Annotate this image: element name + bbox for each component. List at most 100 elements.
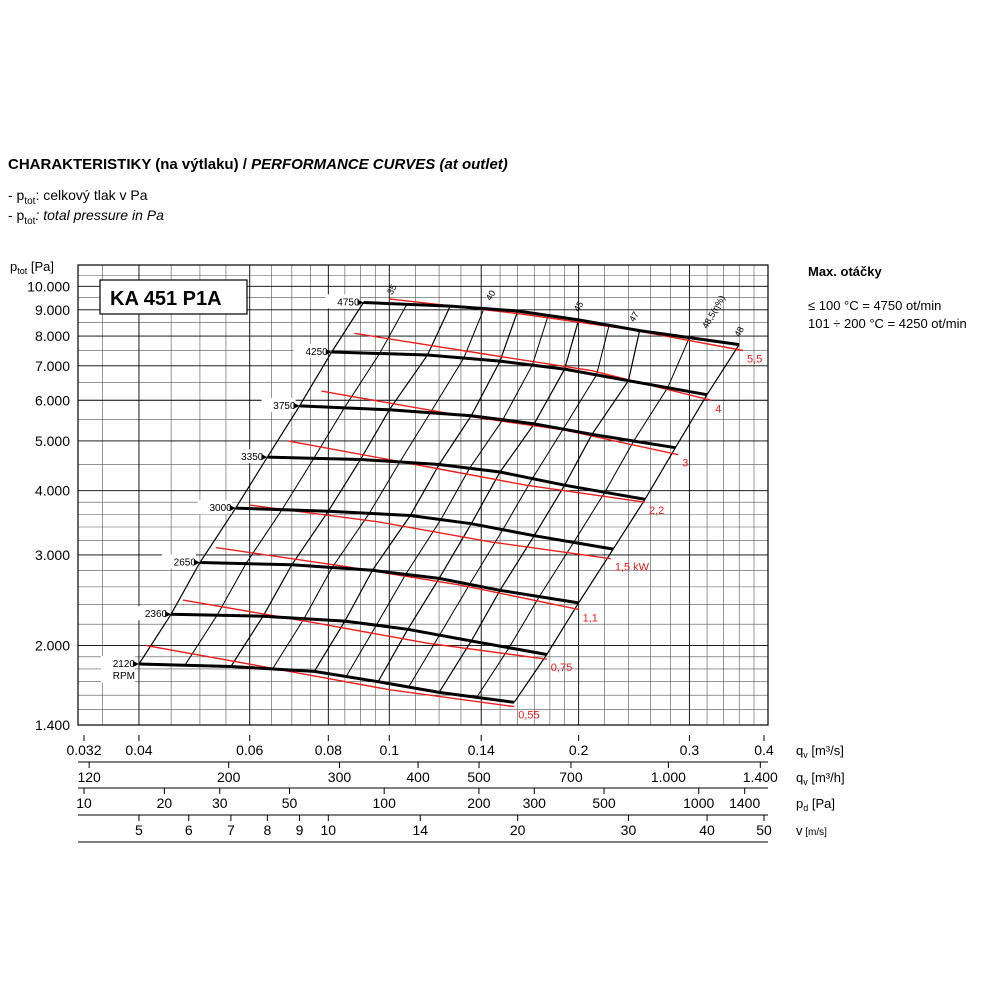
scale-tick-label: 200	[467, 795, 491, 811]
power-curve	[321, 390, 679, 456]
rpm-label: 2360	[145, 609, 168, 620]
scale-tick-label: 100	[373, 795, 397, 811]
rpm-arrow	[261, 454, 268, 461]
rpm-arrow	[293, 402, 300, 409]
scale-tick-label: 0.032	[66, 742, 101, 758]
power-label: 2,2	[649, 505, 664, 517]
scale-tick-label: 1400	[729, 795, 760, 811]
rpm-label: 2650	[174, 557, 197, 568]
rpm-label-unit: RPM	[113, 671, 135, 682]
scale-tick-label: 500	[592, 795, 616, 811]
rpm-arrow	[132, 661, 139, 668]
power-label: 3	[682, 458, 688, 470]
rpm-arrow	[357, 299, 364, 306]
efficiency-label: 40	[484, 289, 498, 303]
power-label: 0,75	[551, 662, 572, 674]
efficiency-label: 45	[572, 300, 586, 314]
chart-title-en: PERFORMANCE CURVES (at outlet)	[251, 156, 508, 173]
power-label: 4	[715, 403, 721, 415]
rpm-label: 4250	[305, 347, 328, 358]
rpm-curve	[138, 662, 515, 704]
legend-en-prefix: - p	[8, 207, 25, 223]
efficiency-line	[513, 344, 740, 703]
power-curve	[354, 332, 712, 401]
scale-tick-label: 0.06	[236, 742, 263, 758]
legend-cz-sub: tot	[24, 195, 36, 207]
efficiency-line	[272, 308, 485, 670]
efficiency-line	[345, 315, 549, 677]
scale-tick-label: 1.400	[743, 769, 778, 785]
power-label: 0,55	[518, 710, 539, 722]
scale-tick-label: 50	[756, 822, 772, 838]
scale-tick-label: 30	[621, 822, 637, 838]
scale-axis-label: pd [Pa]	[796, 796, 835, 813]
rpm-arrow	[165, 611, 172, 618]
scale-tick-label: 300	[328, 769, 352, 785]
scale-tick-label: 0.04	[125, 742, 152, 758]
efficiency-line	[377, 319, 580, 682]
scale-tick-label: 14	[412, 822, 428, 838]
y-tick-label: 7.000	[35, 358, 70, 374]
scale-tick-label: 7	[227, 822, 235, 838]
scale-tick-label: 0.1	[380, 742, 400, 758]
scale-tick-label: 10	[76, 795, 92, 811]
scale-tick-label: 0.2	[569, 742, 589, 758]
scale-tick-label: 9	[296, 822, 304, 838]
scale-axis-label: qv [m³/h]	[796, 770, 845, 787]
power-label: 1,1	[583, 612, 598, 624]
rpm-label: 3350	[241, 452, 264, 463]
max-speed-line1: ≤ 100 °C = 4750 ot/min	[808, 298, 942, 313]
scale-tick-label: 1.000	[651, 769, 686, 785]
scale-axis-label: v [m/s]	[796, 823, 827, 838]
rpm-label: 2120	[113, 659, 136, 670]
max-speed-line2: 101 ÷ 200 °C = 4250 ot/min	[808, 316, 967, 331]
efficiency-label: 35	[385, 283, 399, 297]
rpm-label-bg	[325, 294, 360, 309]
rpm-label-bg	[197, 500, 232, 515]
scale-tick-label: 30	[212, 795, 228, 811]
legend-en-sub: tot	[24, 215, 36, 227]
rpm-curve	[267, 455, 646, 501]
scale-tick-label: 0.08	[315, 742, 342, 758]
y-tick-label: 10.000	[27, 278, 70, 294]
model-box	[99, 279, 248, 315]
power-label: 1,5 kW	[615, 562, 650, 574]
scale-tick-label: 400	[406, 769, 430, 785]
legend-en-text: : total pressure in Pa	[35, 207, 164, 223]
rpm-label-bg	[161, 554, 196, 569]
rpm-arrow	[325, 348, 332, 355]
scale-tick-label: 0.4	[754, 742, 774, 758]
scale-tick-label: 0.3	[680, 742, 700, 758]
scale-tick-label: 20	[157, 795, 173, 811]
rpm-curve	[299, 404, 676, 450]
efficiency-line	[138, 302, 365, 665]
efficiency-line	[230, 305, 451, 667]
scale-tick-label: 300	[523, 795, 547, 811]
scale-tick-label: 200	[217, 769, 241, 785]
efficiency-line	[313, 310, 519, 672]
power-curve	[182, 599, 547, 660]
power-curve	[215, 546, 579, 611]
legend-en: - ptot: total pressure in Pa	[8, 207, 164, 227]
rpm-label-bg	[261, 397, 296, 412]
y-tick-label: 4.000	[35, 483, 70, 499]
scale-tick-label: 6	[185, 822, 193, 838]
rpm-label: 3750	[273, 401, 296, 412]
y-tick-label: 6.000	[35, 392, 70, 408]
efficiency-label: 48	[732, 325, 746, 339]
y-tick-label: 5.000	[35, 433, 70, 449]
scale-tick-label: 1000	[683, 795, 714, 811]
rpm-curve	[171, 612, 548, 656]
legend-cz: - ptot: celkový tlak v Pa	[8, 187, 148, 207]
rpm-curve	[363, 301, 740, 347]
efficiency-label: 48,5(η%)	[700, 294, 727, 331]
scale-tick-label: 700	[559, 769, 583, 785]
y-tick-label: 3.000	[35, 547, 70, 563]
efficiency-line	[408, 325, 610, 688]
scale-tick-label: 5	[135, 822, 143, 838]
y-tick-label: 2.000	[35, 637, 70, 653]
rpm-label-bg	[133, 606, 168, 621]
efficiency-line	[476, 337, 690, 698]
scale-tick-label: 50	[282, 795, 298, 811]
